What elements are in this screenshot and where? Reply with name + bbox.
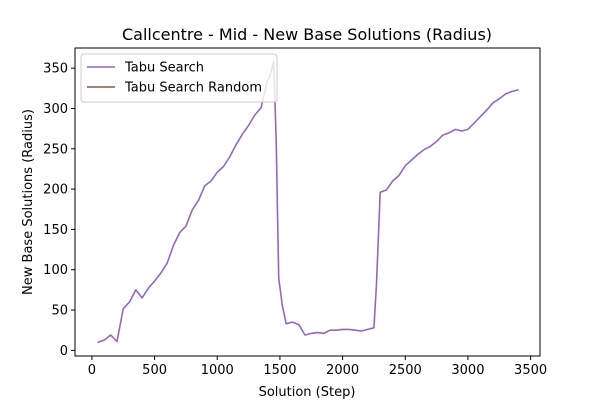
x-tick-label: 0 — [88, 363, 96, 378]
y-tick-label: 150 — [43, 223, 68, 238]
legend: Tabu Search Tabu Search Random — [80, 53, 278, 103]
chart-title: Callcentre - Mid - New Base Solutions (R… — [122, 25, 492, 44]
y-axis-label: New Base Solutions (Radius) — [21, 109, 36, 295]
x-tick-label: 3500 — [514, 363, 547, 378]
y-tick-label: 300 — [43, 102, 68, 117]
y-tick-label: 0 — [60, 344, 68, 359]
plot-border — [74, 47, 541, 357]
y-tick-label: 50 — [51, 304, 68, 319]
y-tick-label: 100 — [43, 263, 68, 278]
y-tick-label: 350 — [43, 62, 68, 77]
x-axis: 0 500 1000 1500 2000 2500 3000 3500 — [88, 356, 547, 378]
x-tick-label: 2500 — [389, 363, 422, 378]
legend-label: Tabu Search Random — [124, 81, 262, 96]
x-tick-label: 2000 — [326, 363, 359, 378]
x-tick-label: 1000 — [201, 363, 234, 378]
y-axis: 0 50 100 150 200 250 300 350 — [43, 62, 75, 359]
series-line — [97, 60, 519, 344]
x-axis-label: Solution (Step) — [259, 385, 356, 400]
series-layer — [97, 60, 519, 344]
x-tick-label: 500 — [142, 363, 167, 378]
y-tick-label: 250 — [43, 142, 68, 157]
x-tick-label: 1500 — [263, 363, 296, 378]
legend-label: Tabu Search — [124, 61, 204, 76]
y-tick-label: 200 — [43, 183, 68, 198]
x-tick-label: 3000 — [451, 363, 484, 378]
legend-box — [80, 53, 278, 103]
